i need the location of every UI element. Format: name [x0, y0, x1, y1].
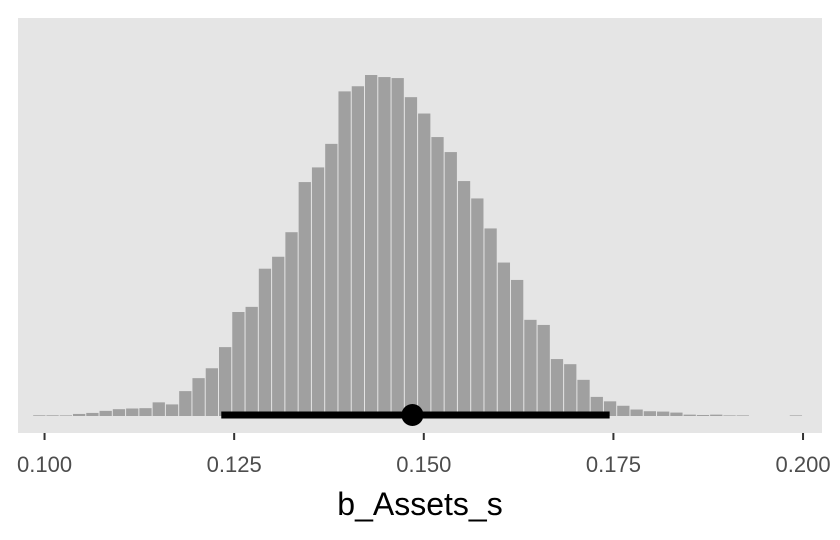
histogram-bar	[72, 413, 86, 416]
histogram-bar	[710, 414, 723, 416]
histogram-bar	[139, 408, 152, 416]
histogram-bar	[657, 411, 670, 416]
histogram-bar	[511, 279, 524, 416]
histogram-bar	[630, 409, 643, 416]
histogram-bar	[126, 408, 139, 416]
histogram-bar	[258, 268, 272, 416]
x-tick-label: 0.175	[586, 452, 641, 477]
histogram-bar	[391, 78, 404, 416]
histogram-bar	[590, 396, 603, 416]
x-axis-title: b_Assets_s	[337, 486, 502, 522]
histogram-bar	[471, 198, 484, 416]
histogram-bars	[33, 75, 803, 417]
histogram-bar	[537, 324, 550, 416]
histogram-bar	[696, 414, 710, 416]
histogram-bar	[524, 319, 537, 416]
histogram-bar	[789, 415, 803, 416]
histogram-bar	[378, 77, 391, 417]
histogram-bar	[59, 415, 72, 416]
histogram-bar	[497, 262, 511, 416]
histogram-bar	[550, 359, 564, 416]
histogram-bar	[179, 391, 192, 416]
histogram-bar	[285, 232, 298, 416]
histogram-bar	[99, 410, 112, 416]
histogram-bar	[444, 152, 457, 416]
histogram-bar	[418, 113, 431, 416]
histogram-bar	[457, 181, 471, 416]
histogram-bar	[564, 364, 577, 416]
histogram-bar	[165, 404, 179, 416]
histogram-bar	[192, 378, 205, 416]
histogram-bar	[577, 379, 590, 416]
histogram-bar	[404, 97, 418, 416]
x-axis: 0.100 0.125 0.150 0.175 0.200	[17, 433, 831, 477]
histogram-bar	[617, 405, 630, 416]
x-tick-label: 0.150	[396, 452, 451, 477]
histogram-bar	[219, 347, 232, 416]
histogram-bar	[205, 368, 218, 416]
histogram-bar	[643, 411, 657, 416]
histogram-bar	[311, 167, 325, 416]
x-tick-label: 0.200	[776, 452, 831, 477]
histogram-bar	[86, 412, 99, 416]
histogram-bar	[670, 412, 683, 416]
histogram-bar	[232, 312, 245, 416]
histogram-bar	[351, 86, 365, 416]
x-tick-label: 0.125	[207, 452, 262, 477]
histogram-bar	[683, 414, 696, 416]
histogram-bar	[33, 415, 46, 416]
histogram-bar	[736, 415, 749, 416]
histogram-bar	[272, 256, 285, 416]
x-tick-label: 0.100	[17, 452, 72, 477]
histogram-bar	[723, 415, 736, 416]
point-estimate	[401, 404, 424, 426]
histogram-bar	[112, 409, 126, 416]
histogram-bar	[338, 91, 351, 417]
histogram-bar	[245, 306, 258, 416]
histogram-bar	[431, 137, 444, 416]
histogram-bar	[365, 75, 378, 416]
histogram-bar	[152, 402, 165, 416]
histogram-bar	[325, 143, 338, 416]
histogram-bar	[46, 415, 59, 416]
histogram-bar	[484, 228, 497, 416]
point-interval	[221, 404, 610, 426]
histogram-bar	[298, 182, 311, 416]
